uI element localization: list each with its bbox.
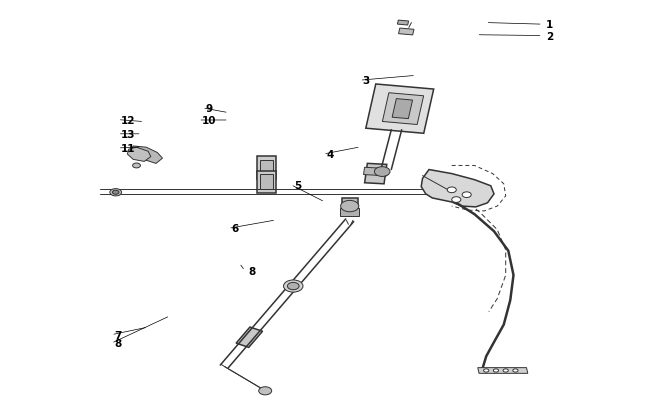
Polygon shape	[421, 170, 494, 207]
Circle shape	[452, 197, 461, 203]
Circle shape	[503, 369, 508, 372]
Text: 12: 12	[121, 115, 135, 125]
Bar	[392, 99, 413, 119]
Polygon shape	[127, 148, 151, 162]
Circle shape	[112, 191, 119, 195]
Bar	[398, 29, 414, 36]
Circle shape	[447, 188, 456, 193]
Bar	[365, 164, 387, 184]
Circle shape	[374, 167, 390, 177]
Circle shape	[110, 189, 122, 196]
Text: 8: 8	[248, 266, 255, 276]
Bar	[257, 171, 276, 193]
Text: 4: 4	[326, 150, 333, 160]
Circle shape	[259, 387, 272, 395]
Bar	[363, 168, 388, 177]
Circle shape	[493, 369, 499, 372]
Bar	[397, 21, 409, 26]
Text: 7: 7	[114, 330, 122, 340]
Text: 9: 9	[205, 104, 213, 113]
Bar	[382, 94, 424, 125]
Circle shape	[513, 369, 518, 372]
Text: 2: 2	[546, 32, 553, 41]
Circle shape	[484, 369, 489, 372]
Circle shape	[341, 201, 359, 212]
Circle shape	[462, 192, 471, 198]
Circle shape	[287, 283, 299, 290]
Bar	[342, 199, 358, 214]
Polygon shape	[478, 368, 528, 373]
Text: 1: 1	[546, 20, 553, 30]
Bar	[257, 157, 276, 179]
Text: 3: 3	[363, 76, 370, 86]
Text: 13: 13	[121, 130, 135, 139]
Bar	[366, 85, 434, 134]
Text: 6: 6	[231, 224, 239, 234]
Bar	[340, 209, 359, 216]
Text: 5: 5	[294, 180, 301, 190]
Circle shape	[133, 164, 140, 168]
Bar	[260, 175, 273, 190]
Bar	[236, 327, 263, 347]
Text: 8: 8	[114, 339, 122, 348]
Circle shape	[283, 280, 303, 292]
Bar	[260, 160, 273, 176]
Text: 10: 10	[202, 116, 216, 126]
Text: 11: 11	[121, 144, 135, 153]
Polygon shape	[130, 147, 162, 164]
